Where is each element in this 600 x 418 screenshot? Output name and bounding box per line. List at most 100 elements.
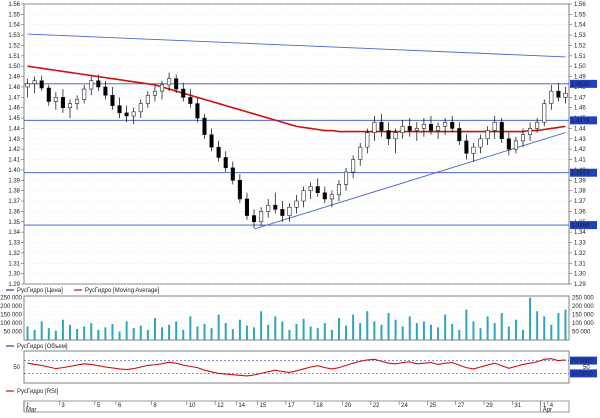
candle-body: [124, 112, 129, 117]
price-tick-label-right: 1.37: [574, 199, 586, 205]
volume-bar: [274, 316, 277, 340]
candle-body: [436, 126, 441, 131]
volume-bar: [479, 328, 482, 340]
volume-bar: [238, 319, 241, 340]
candle-body: [358, 146, 363, 160]
volume-bar: [203, 323, 206, 340]
price-tick-label-right: 1.50: [574, 64, 586, 70]
price-tick-label-left: 1.32: [8, 251, 20, 257]
volume-bar: [529, 297, 532, 340]
volume-bar: [281, 321, 284, 340]
candle-body: [266, 204, 271, 212]
candle-body: [244, 198, 249, 216]
candle-body: [280, 209, 285, 216]
x-tick-label: 27: [458, 403, 465, 409]
volume-bar: [352, 314, 355, 340]
candle-body: [386, 130, 391, 140]
volume-bar: [139, 325, 142, 340]
volume-tick-label-left: 150 000: [0, 313, 22, 319]
price-tick-label-right: 1.56: [574, 2, 586, 8]
candle-body: [223, 157, 228, 169]
candle-body: [393, 132, 398, 140]
volume-bar: [493, 323, 496, 340]
volume-bar: [83, 326, 86, 340]
volume-bar: [153, 318, 156, 340]
candle-body: [301, 190, 306, 202]
volume-bar: [394, 319, 397, 340]
volume-bar: [422, 321, 425, 340]
price-tick-label-left: 1.54: [8, 23, 20, 29]
rsi-level-label: 30.0000: [571, 371, 593, 377]
rsi-level-label-bg: [570, 369, 597, 378]
price-tick-label-left: 1.51: [8, 54, 20, 60]
price-tick-label-right: 1.34: [574, 230, 586, 236]
price-tick-label-left: 1.53: [8, 33, 20, 39]
candle-body: [315, 186, 320, 193]
candle-body: [457, 128, 462, 142]
candle-body: [202, 117, 207, 135]
volume-bar: [217, 314, 220, 340]
volume-bar: [245, 325, 248, 340]
volume-bar: [345, 325, 348, 340]
x-tick-label: 1: [543, 403, 547, 409]
candle-body: [506, 138, 511, 150]
volume-tick-label-left: 200 000: [0, 304, 22, 310]
candle-body: [89, 80, 94, 90]
volume-bar: [125, 321, 128, 340]
x-tick-label: 1: [26, 403, 30, 409]
horizontal-level-label-bg: [570, 79, 597, 88]
volume-bar: [132, 328, 135, 340]
horizontal-level-label: 1.3468: [571, 223, 590, 229]
volume-bar: [514, 319, 517, 340]
volume-bar: [61, 319, 64, 340]
candle-body: [46, 87, 51, 102]
volume-bar: [429, 324, 432, 340]
volume-bar: [90, 323, 93, 340]
candle-body: [492, 121, 497, 131]
price-tick-label-left: 1.50: [8, 64, 20, 70]
price-tick-label-right: 1.43: [574, 137, 586, 143]
x-tick-label: 24: [401, 403, 408, 409]
x-tick-label: 25: [429, 403, 436, 409]
candle-body: [308, 186, 313, 191]
horizontal-level-label-bg: [570, 116, 597, 125]
candle-body: [542, 103, 547, 123]
rsi-tick-label-right: 50: [583, 365, 590, 371]
volume-tick-label-left: 100 000: [0, 321, 22, 327]
x-tick-label: 14: [238, 403, 245, 409]
price-tick-label-right: 1.39: [574, 178, 586, 184]
candle-body: [174, 78, 179, 90]
horizontal-level-label-bg: [570, 221, 597, 230]
volume-bar: [521, 329, 524, 340]
volume-bar: [451, 323, 454, 340]
price-tick-label-left: 1.33: [8, 241, 20, 247]
x-tick-label: 18: [316, 403, 323, 409]
volume-bar: [288, 329, 291, 340]
volume-bar: [366, 311, 369, 340]
candle-body: [75, 99, 80, 104]
price-tick-label-left: 1.47: [8, 95, 20, 101]
candle-body: [528, 128, 533, 135]
price-tick-label-right: 1.52: [574, 43, 586, 49]
volume-bar: [118, 331, 121, 340]
volume-bar: [323, 323, 326, 340]
x-tick-label: 3: [61, 403, 65, 409]
candle-body: [471, 146, 476, 154]
horizontal-level-label: 1.4478: [571, 118, 590, 124]
month-label: Mar: [26, 408, 36, 414]
candle-body: [195, 103, 200, 119]
candle-body: [117, 105, 122, 114]
volume-tick-label-right: 100 000: [572, 321, 594, 327]
volume-tick-label-left: 250 000: [0, 296, 22, 302]
volume-bar: [26, 326, 29, 340]
candle-body: [209, 134, 214, 148]
candle-body: [556, 90, 561, 98]
volume-tick-label-right: 150 000: [572, 313, 594, 319]
volume-bar: [550, 324, 553, 340]
candle-body: [336, 184, 341, 196]
x-tick-label: 31: [514, 403, 521, 409]
volume-bar: [373, 321, 376, 340]
moving-average-line: [27, 65, 566, 133]
volume-bar: [330, 329, 333, 340]
volume-tick-label-right: 50 000: [572, 330, 591, 336]
